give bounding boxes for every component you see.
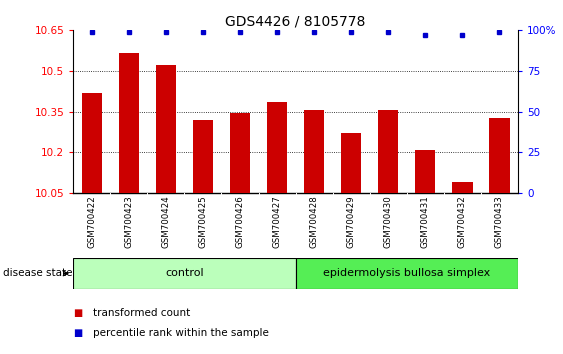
Text: disease state: disease state (3, 268, 72, 279)
Text: ■: ■ (73, 328, 82, 338)
Text: GSM700433: GSM700433 (495, 195, 504, 248)
Bar (304, 110, 324, 193)
Text: GSM700424: GSM700424 (162, 195, 171, 248)
Text: GSM700427: GSM700427 (272, 195, 282, 248)
Bar (230, 113, 250, 193)
Text: GSM700422: GSM700422 (87, 195, 96, 248)
Bar (341, 133, 361, 193)
Text: ■: ■ (73, 308, 82, 318)
Bar (119, 53, 139, 193)
Bar (82, 92, 102, 193)
Text: GSM700431: GSM700431 (421, 195, 430, 248)
Text: control: control (165, 268, 204, 279)
Text: epidermolysis bullosa simplex: epidermolysis bullosa simplex (323, 268, 490, 279)
Bar (267, 102, 287, 193)
Bar (415, 149, 436, 193)
Bar (193, 120, 213, 193)
Text: GSM700430: GSM700430 (384, 195, 393, 248)
Bar (378, 110, 399, 193)
Text: GSM700425: GSM700425 (198, 195, 207, 248)
Bar (73, 258, 296, 289)
Text: GSM700428: GSM700428 (310, 195, 319, 248)
Bar (296, 258, 518, 289)
Bar (155, 65, 176, 193)
Text: GSM700432: GSM700432 (458, 195, 467, 248)
Text: percentile rank within the sample: percentile rank within the sample (93, 328, 269, 338)
Bar (452, 182, 472, 193)
Text: GSM700423: GSM700423 (124, 195, 133, 248)
Bar (489, 118, 510, 193)
Title: GDS4426 / 8105778: GDS4426 / 8105778 (225, 15, 366, 29)
Text: GSM700429: GSM700429 (347, 195, 356, 247)
Text: GSM700426: GSM700426 (235, 195, 244, 248)
Text: transformed count: transformed count (93, 308, 190, 318)
